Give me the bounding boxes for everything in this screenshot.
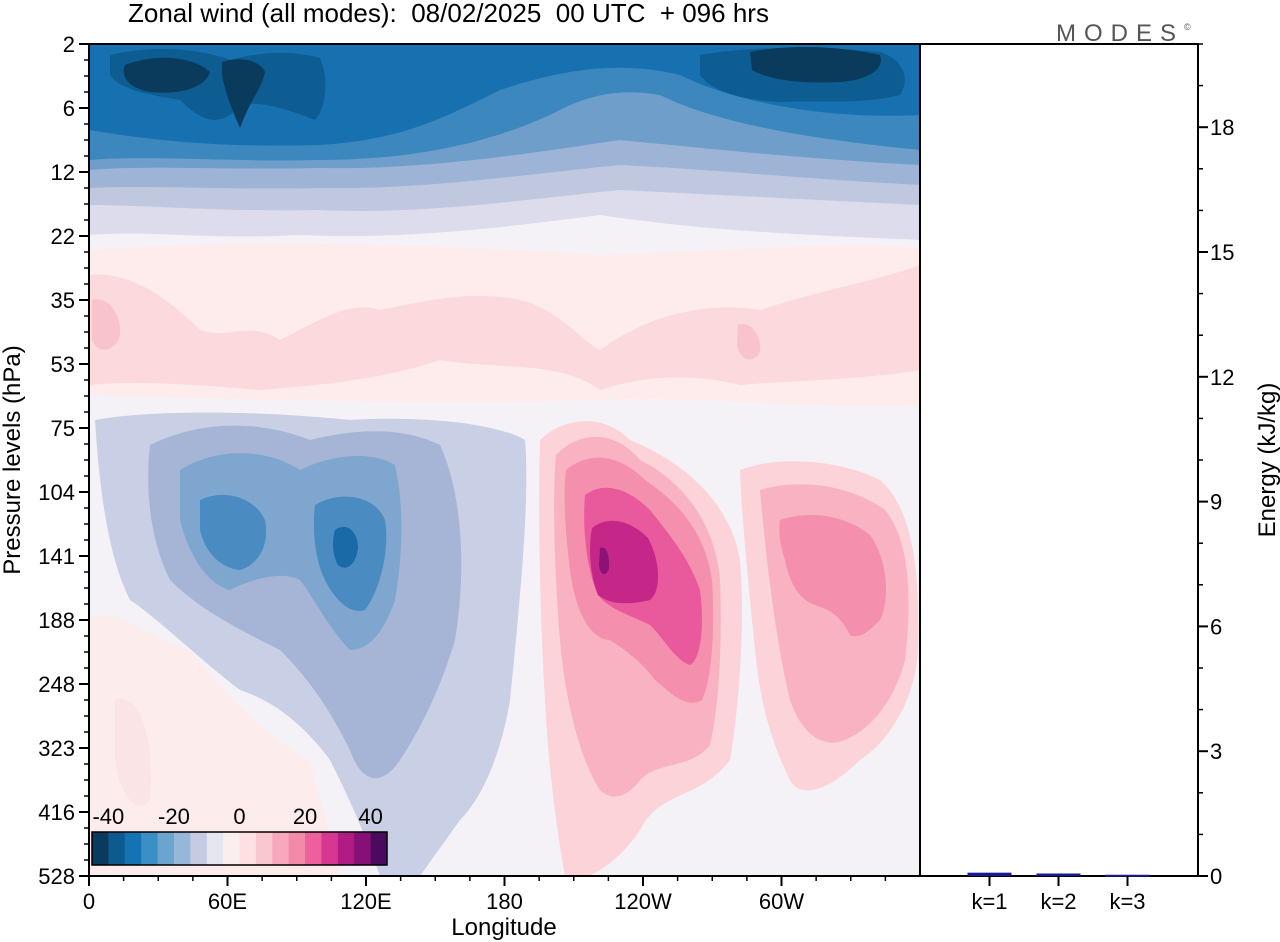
- energy-category-label: k=2: [1040, 889, 1076, 914]
- logo-text: MODES: [1056, 20, 1185, 47]
- energy-tick-label: 15: [1210, 240, 1234, 265]
- colorbar: -40 -20 0 20 40: [91, 804, 388, 866]
- energy-tick-label: 6: [1210, 614, 1222, 639]
- colorbar-swatch: [305, 832, 322, 865]
- zonal-wind-heatmap: [89, 44, 920, 876]
- colorbar-tick-label: 20: [293, 804, 317, 829]
- pressure-axis: 2 6 12 22 35 53 75 104 141 188 248 323 416 528: [38, 32, 89, 889]
- westerly-max-60w-inner: [779, 515, 886, 637]
- colorbar-swatch: [157, 832, 175, 865]
- lower-pink-zone: [89, 614, 340, 876]
- colorbar-swatch: [92, 832, 109, 865]
- westerly-jet-max: [590, 520, 659, 604]
- colorbar-swatch: [223, 832, 240, 865]
- chart-title: Zonal wind (all modes): 08/02/2025 00 UT…: [128, 0, 769, 28]
- colorbar-swatch: [272, 832, 290, 865]
- colorbar-swatch: [288, 832, 306, 865]
- lower-pink-zone-2: [115, 698, 151, 806]
- strat-easterly-peak-1: [123, 57, 210, 93]
- y-tick-label: 75: [51, 416, 75, 441]
- y-tick-label: 528: [38, 864, 75, 889]
- strat-pink-spot-1: [92, 299, 121, 350]
- colorbar-swatch: [190, 832, 208, 865]
- y-tick-label: 248: [38, 672, 75, 697]
- y-tick-label: 22: [51, 224, 75, 249]
- colorbar-swatch: [206, 832, 224, 865]
- easterly-core: [200, 494, 267, 570]
- y-tick-label: 35: [51, 288, 75, 313]
- energy-tick-label: 3: [1210, 739, 1222, 764]
- longitude-axis: 0 60E 120E 180 120W 60W: [83, 876, 887, 914]
- energy-tick-label: 0: [1210, 864, 1222, 889]
- x-tick-label: 0: [83, 889, 95, 914]
- x-tick-label: 120E: [340, 889, 391, 914]
- strat-easterly-peak-3: [750, 46, 881, 83]
- westerly-jet-peak: [599, 547, 610, 575]
- colorbar-swatch: [337, 832, 355, 865]
- x-axis-label: Longitude: [451, 914, 556, 941]
- strat-pink-spot-2: [737, 324, 761, 360]
- energy-tick-label: 9: [1210, 490, 1222, 515]
- energy-bar: [1105, 874, 1150, 877]
- colorbar-frame: [91, 831, 388, 866]
- energy-tick-label: 18: [1210, 115, 1234, 140]
- energy-axis-label: Energy (kJ/kg): [1254, 383, 1280, 538]
- y-tick-label: 2: [63, 32, 75, 57]
- colorbar-swatch: [124, 832, 142, 865]
- y-tick-label: 6: [63, 96, 75, 121]
- x-tick-label: 180: [486, 889, 523, 914]
- colorbar-swatch: [321, 832, 339, 865]
- y-tick-label: 416: [38, 800, 75, 825]
- y-tick-label: 12: [51, 160, 75, 185]
- y-tick-label: 53: [51, 352, 75, 377]
- y-axis-label: Pressure levels (hPa): [0, 345, 26, 574]
- energy-bar: [1036, 873, 1081, 876]
- y-tick-label: 141: [38, 544, 75, 569]
- easterly-peak: [333, 526, 358, 568]
- energy-panel-frame: [919, 43, 1199, 877]
- colorbar-tick-label: -40: [92, 804, 124, 829]
- colorbar-swatch: [239, 832, 257, 865]
- y-tick-label: 188: [38, 608, 75, 633]
- colorbar-swatch: [354, 832, 372, 865]
- energy-category-label: k=1: [971, 889, 1007, 914]
- colorbar-tick-label: 40: [358, 804, 382, 829]
- y-tick-label: 104: [38, 480, 75, 505]
- energy-bars: k=1 k=2 k=3: [967, 872, 1150, 914]
- colorbar-tick-label: -20: [158, 804, 190, 829]
- energy-axis: 0 3 6 9 12 15 18: [1198, 43, 1234, 889]
- energy-bar: [967, 872, 1012, 876]
- strat-pink-band-inner: [89, 265, 920, 390]
- colorbar-swatch: [108, 832, 126, 865]
- colorbar-tick-label: 0: [233, 804, 245, 829]
- y-tick-label: 323: [38, 736, 75, 761]
- colorbar-swatch: [173, 832, 191, 865]
- modes-logo: MODES©: [1056, 20, 1191, 48]
- x-tick-label: 60W: [759, 889, 804, 914]
- x-tick-label: 60E: [208, 889, 247, 914]
- x-tick-label: 120W: [614, 889, 672, 914]
- strat-easterly-peak-2: [222, 59, 265, 129]
- energy-tick-label: 12: [1210, 365, 1234, 390]
- energy-category-label: k=3: [1109, 889, 1145, 914]
- logo-mark: ©: [1184, 22, 1191, 32]
- colorbar-swatch: [141, 832, 159, 865]
- colorbar-swatch: [370, 832, 388, 865]
- colorbar-swatch: [255, 832, 273, 865]
